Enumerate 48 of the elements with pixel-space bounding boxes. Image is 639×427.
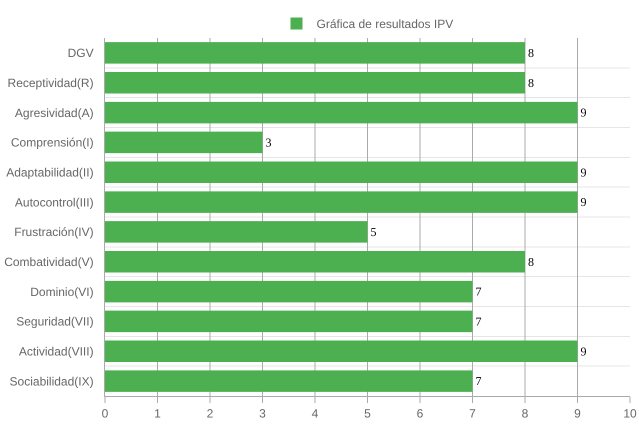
y-tick-label: DGV (68, 46, 94, 60)
x-tick-label: 5 (364, 406, 372, 420)
bar (105, 280, 472, 302)
bar (105, 221, 368, 243)
data-label: 9 (580, 195, 586, 210)
data-label: 7 (476, 314, 482, 328)
y-tick-label: Adaptabilidad(II) (6, 165, 94, 180)
y-tick-label: Sociabilidad(IX) (10, 374, 94, 388)
y-tick-label: Combatividad(V) (4, 254, 94, 269)
x-tick-label: 1 (154, 406, 162, 420)
x-tick-label: 6 (416, 406, 424, 420)
y-tick-label: Frustración(IV) (14, 225, 94, 240)
data-label: 8 (528, 254, 534, 269)
x-tick-label: 0 (102, 406, 109, 420)
x-tick-label: 7 (469, 406, 476, 420)
x-tick-label: 3 (259, 406, 266, 420)
data-label: 9 (580, 165, 586, 180)
data-label: 7 (476, 374, 482, 388)
bar (105, 370, 472, 392)
data-label: 3 (266, 135, 272, 150)
y-tick-label: Actividad(VIII) (18, 344, 94, 358)
bar (105, 191, 578, 213)
x-tick-label: 9 (574, 406, 582, 420)
data-label: 8 (528, 46, 534, 60)
bar (105, 162, 578, 183)
y-tick-label: Seguridad(VII) (16, 314, 94, 329)
x-tick-label: 4 (312, 406, 319, 420)
bar (105, 251, 525, 272)
data-label: 7 (476, 284, 482, 299)
data-label: 8 (528, 76, 534, 90)
data-label: 5 (370, 224, 376, 239)
bar (105, 310, 472, 332)
y-tick-label: Receptividad(R) (8, 76, 94, 90)
data-label: 9 (580, 106, 586, 120)
y-tick-label: Agresividad(A) (14, 106, 94, 120)
y-tick-label: Autocontrol(III) (14, 195, 94, 210)
x-tick-label: 2 (206, 406, 214, 420)
legend-label: Gráfica de resultados IPV (316, 17, 454, 32)
bar (105, 72, 525, 94)
x-tick-label: 10 (623, 406, 637, 420)
bar (105, 340, 578, 362)
x-tick-label: 8 (522, 406, 529, 420)
data-label: 9 (580, 344, 586, 358)
y-tick-label: Comprensión(I) (10, 136, 94, 150)
y-tick-label: Dominio(VI) (30, 284, 94, 299)
bar (105, 102, 578, 124)
bar (105, 132, 262, 154)
bar (105, 42, 525, 64)
